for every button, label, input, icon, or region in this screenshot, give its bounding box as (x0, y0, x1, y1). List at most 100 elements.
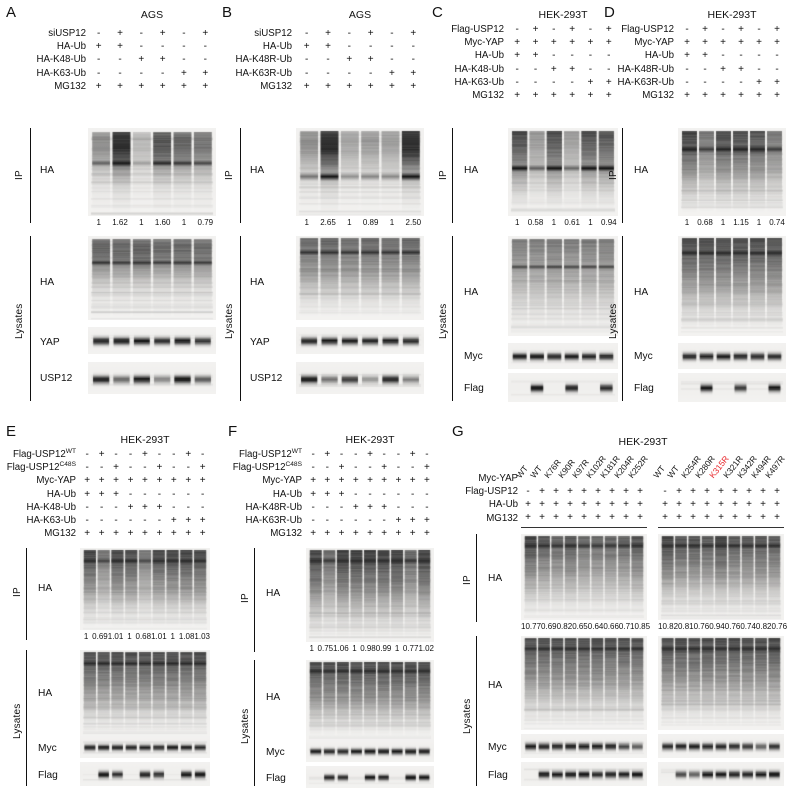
condition-sign: - (757, 50, 761, 62)
condition-sign: - (203, 41, 207, 53)
quantification-value: 0.81 (678, 622, 694, 631)
condition-sign: - (588, 63, 593, 75)
quantification-value: 0.75 (317, 644, 334, 653)
condition-sign: + (389, 67, 395, 79)
quantification-value: 1 (96, 218, 101, 227)
condition-row: - + - - + - - + - (80, 448, 210, 461)
condition-label: HA-K48R-Ub (617, 63, 674, 75)
condition-sign: + (84, 475, 91, 487)
antibody-label-ha: HA (40, 277, 55, 288)
condition-row: - - + - - + - - + (306, 461, 434, 474)
quantification-value: 1 (83, 632, 89, 641)
condition-sign: + (202, 67, 209, 79)
condition-sign: - (515, 63, 519, 75)
quantification-value: 0.82 (755, 622, 772, 631)
condition-labels-G: Myc-YAP Flag-USP12 HA-Ub MG132 (450, 472, 518, 525)
quantification-value: 0.85 (634, 622, 651, 631)
condition-sign: + (605, 24, 612, 35)
condition-sign: - (304, 67, 309, 79)
condition-sign: + (410, 28, 417, 39)
section-label-ip-G: IP (462, 575, 473, 585)
blot-image-lysate-myc-G-right (658, 734, 784, 758)
condition-sign: + (760, 512, 766, 524)
condition-sign: + (142, 501, 148, 513)
condition-sign: + (113, 488, 120, 500)
condition-sign: - (143, 488, 147, 500)
condition-row: - - + + - - (296, 53, 424, 66)
condition-row: + + + + + + (296, 80, 424, 93)
condition-sign: - (533, 63, 538, 75)
condition-sign: + (156, 528, 163, 540)
condition-sign: + (702, 89, 708, 101)
blot-image-lysate-myc-F (306, 740, 434, 762)
blot-canvas (80, 650, 210, 736)
condition-sign: - (382, 514, 386, 526)
condition-sign: - (172, 501, 176, 513)
condition-sign: - (382, 488, 386, 500)
condition-sign: + (324, 488, 331, 500)
quantification-value: 1 (170, 632, 175, 641)
condition-sign: + (98, 449, 105, 460)
antibody-label-flag: Flag (634, 383, 654, 394)
condition-sign: + (381, 528, 388, 540)
antibody-label-ha: HA (38, 688, 53, 699)
condition-sign: - (325, 514, 329, 526)
condition-labels-E: Flag-USP12WT Flag-USP12C48S Myc-YAP HA-Ub HA… (2, 448, 76, 540)
condition-row: + + - - - - (508, 49, 618, 62)
blot-canvas (88, 128, 216, 216)
condition-label: Myc-YAP (36, 475, 76, 487)
blot-canvas (80, 548, 210, 630)
condition-sign: - (157, 488, 162, 500)
condition-sign: + (95, 80, 102, 92)
quantification-value: 1 (720, 218, 726, 227)
condition-sign: - (552, 50, 556, 62)
condition-sign: + (338, 528, 345, 540)
section-label-ip-E: IP (12, 587, 23, 597)
condition-sign: + (746, 499, 752, 511)
condition-sign: - (201, 488, 205, 500)
quantification-value: 0.65 (572, 622, 588, 631)
quantification-value: 0.82 (556, 622, 573, 631)
condition-sign: + (514, 50, 521, 62)
lysates-bracket-A (30, 236, 32, 401)
condition-sign: - (396, 501, 401, 513)
blot-image-lysate-ha-G-right (658, 636, 784, 730)
condition-sign: - (703, 63, 707, 75)
condition-sign: - (304, 54, 309, 66)
condition-sign: + (539, 486, 545, 497)
condition-sign: + (199, 462, 206, 474)
condition-row: - - - + + + - - - (306, 501, 434, 514)
condition-sign: - (326, 54, 330, 66)
mutant-label: WT (528, 463, 545, 480)
condition-sign: + (702, 50, 708, 62)
condition-sign: - (143, 462, 147, 474)
condition-sign: - (570, 50, 574, 62)
condition-sign: + (181, 67, 187, 79)
condition-sign: + (352, 501, 359, 513)
condition-sign: - (368, 41, 373, 53)
condition-sign: + (760, 486, 766, 497)
lysates-bracket-C (452, 236, 454, 401)
condition-sign: + (746, 512, 752, 524)
condition-label: HA-Ub (272, 488, 302, 500)
condition-sign: + (95, 41, 102, 53)
condition-sign: - (757, 24, 761, 35)
condition-sign: + (774, 499, 780, 511)
condition-sign: + (567, 512, 573, 524)
condition-row: - - - - + + (508, 76, 618, 89)
condition-matrix-D: - + - + - + + + + + + + + + - - - - - - + + - - - - - - + + + + + + + + (678, 23, 786, 102)
condition-label: Flag-USP12 (621, 24, 674, 35)
blot-canvas (88, 327, 216, 354)
antibody-label-usp12: USP12 (250, 373, 283, 384)
condition-sign: + (142, 528, 148, 540)
condition-sign: + (569, 63, 576, 75)
condition-sign: - (368, 488, 372, 500)
blot-canvas (658, 636, 784, 730)
condition-sign: - (382, 449, 386, 460)
panel-letter-F: F (228, 423, 238, 440)
condition-sign: + (303, 80, 310, 92)
condition-sign: + (117, 80, 123, 92)
antibody-label-ha: HA (266, 692, 281, 703)
quantification-value: 1.03 (194, 632, 210, 641)
condition-label: HA-Ub (474, 50, 504, 62)
